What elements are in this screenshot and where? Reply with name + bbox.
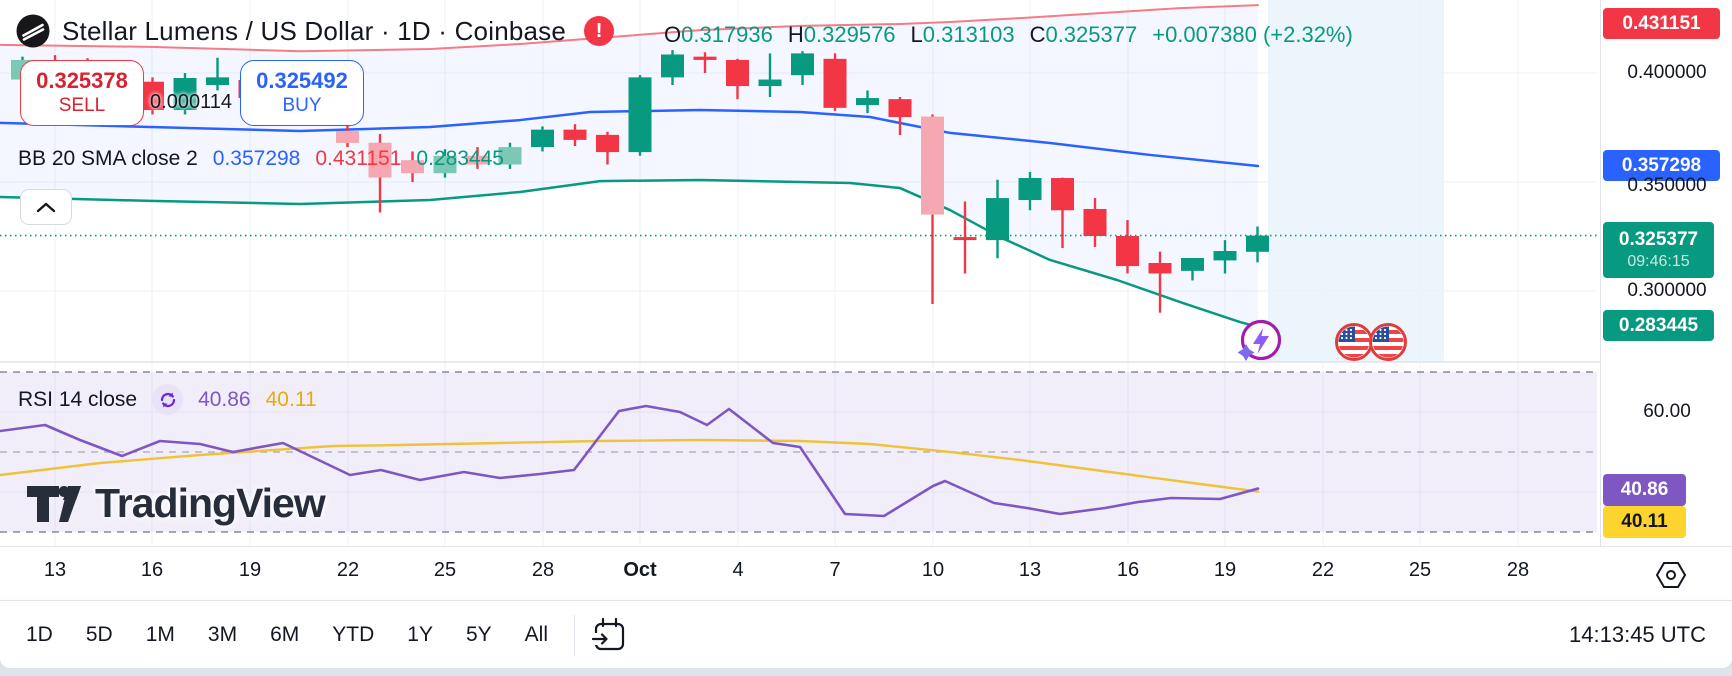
- sell-label: SELL: [58, 94, 106, 116]
- bb-label: BB 20 SMA close 2: [18, 147, 198, 170]
- time-axis-label: Oct: [623, 559, 657, 581]
- tradingview-logo-icon: [27, 485, 81, 522]
- bar-countdown: 09:46:15: [1627, 252, 1690, 270]
- bb-basis-value: 0.357298: [212, 147, 301, 170]
- time-axis-label: 7: [829, 559, 841, 581]
- price-axis[interactable]: 0.431151 0.400000 0.357298 0.350000 0.32…: [1600, 0, 1732, 546]
- symbol-title[interactable]: Stellar Lumens / US Dollar · 1D · Coinba…: [62, 15, 567, 46]
- time-axis-label: 19: [238, 559, 262, 581]
- last-price-badge: 0.325377 09:46:15: [1603, 222, 1714, 278]
- buy-button[interactable]: 0.325492 BUY: [240, 60, 364, 126]
- time-axis-label: 22: [336, 559, 360, 581]
- time-axis-label: 16: [1116, 559, 1140, 581]
- us-economic-events-icon[interactable]: [1333, 320, 1413, 369]
- price-grid-label: 0.350000: [1627, 175, 1707, 196]
- collapse-legend-button[interactable]: [20, 189, 72, 225]
- ohlc-legend: O0.317936 H0.329576 L0.313103 C0.325377 +0.0…: [664, 22, 1353, 48]
- range-button-1d[interactable]: 1D: [26, 622, 53, 646]
- calendar-arrow-icon: [591, 617, 625, 650]
- ohlc-segment: C0.325377: [1029, 22, 1138, 47]
- rsi-grid-label: 60.00: [1643, 401, 1691, 422]
- clock-utc[interactable]: 14:13:45 UTC: [1569, 621, 1706, 647]
- price-grid-label: 0.300000: [1627, 280, 1707, 301]
- stellar-logo-icon: [16, 14, 50, 48]
- price-grid-label: 0.400000: [1627, 62, 1707, 83]
- time-axis-label: 10: [921, 559, 945, 581]
- bb-upper-price-badge: 0.431151: [1603, 8, 1720, 39]
- go-to-date-button[interactable]: [589, 615, 629, 655]
- toolbar-divider: [574, 614, 575, 655]
- time-axis-label: 19: [1213, 559, 1237, 581]
- tradingview-watermark: TradingView: [26, 480, 326, 527]
- rsi-label: RSI 14 close: [18, 387, 138, 411]
- time-axis-label: 28: [531, 559, 555, 581]
- rsi-ma-value: 40.11: [265, 387, 317, 411]
- range-button-5d[interactable]: 5D: [85, 622, 113, 646]
- date-range-buttons: 1D 5D 1M 3M 6M YTD 1Y 5Y All: [14, 617, 560, 653]
- bottom-toolbar: 1D 5D 1M 3M 6M YTD 1Y 5Y All 14:13:45 UTC: [0, 600, 1732, 668]
- range-button-5y[interactable]: 5Y: [465, 622, 492, 646]
- time-axis-label: 25: [1408, 559, 1432, 581]
- buy-price: 0.325492: [256, 68, 348, 94]
- refresh-icon[interactable]: [152, 384, 184, 415]
- time-axis[interactable]: 13 16 19 22 25 28 Oct 4 7 10 13 16 19 22 25 28: [0, 546, 1732, 601]
- range-button-ytd[interactable]: YTD: [332, 622, 375, 646]
- range-button-3m[interactable]: 3M: [207, 622, 238, 646]
- bb-lower-value: 0.283445: [416, 147, 504, 170]
- spread-value: 0.000114: [150, 91, 232, 113]
- time-axis-label: 4: [732, 559, 744, 581]
- time-axis-label: 13: [1018, 559, 1042, 581]
- lightning-event-icon[interactable]: [1236, 317, 1284, 370]
- range-button-all[interactable]: All: [524, 622, 548, 646]
- rsi-value-badge: 40.86: [1603, 474, 1686, 506]
- range-button-6m[interactable]: 6M: [270, 622, 300, 646]
- price-change: +0.007380 (+2.32%): [1152, 22, 1353, 47]
- bb-lower-price-badge: 0.283445: [1603, 310, 1714, 341]
- time-axis-label: 22: [1311, 559, 1335, 581]
- ohlc-segment: O0.317936: [664, 22, 773, 47]
- rsi-value: 40.86: [198, 387, 251, 411]
- range-button-1y[interactable]: 1Y: [407, 622, 433, 646]
- bb-indicator-legend[interactable]: BB 20 SMA close 2 0.357298 0.431151 0.28…: [18, 147, 504, 171]
- rsi-ma-value-badge: 40.11: [1603, 506, 1686, 538]
- sell-price: 0.325378: [36, 68, 128, 94]
- time-axis-label: 13: [43, 559, 67, 581]
- chart-panel: Stellar Lumens / US Dollar · 1D · Coinba…: [0, 0, 1732, 601]
- watermark-text: TradingView: [95, 480, 326, 526]
- bb-basis-price-badge: 0.357298: [1603, 150, 1720, 181]
- sell-button[interactable]: 0.325378 SELL: [20, 60, 144, 126]
- ohlc-segment: H0.329576: [787, 22, 896, 47]
- scale-settings-icon[interactable]: [1654, 560, 1688, 595]
- time-axis-label: 25: [433, 559, 457, 581]
- time-axis-label: 16: [140, 559, 164, 581]
- ohlc-segment: L0.313103: [910, 22, 1015, 47]
- alert-icon[interactable]: !: [584, 16, 615, 46]
- buy-label: BUY: [282, 94, 322, 116]
- bb-upper-value: 0.431151: [315, 147, 402, 170]
- time-axis-label: 28: [1506, 559, 1530, 581]
- header: Stellar Lumens / US Dollar · 1D · Coinba…: [16, 14, 615, 48]
- rsi-indicator-legend[interactable]: RSI 14 close 40.86 40.11: [18, 384, 317, 415]
- range-button-1m[interactable]: 1M: [145, 622, 175, 646]
- chevron-up-icon: [36, 202, 56, 213]
